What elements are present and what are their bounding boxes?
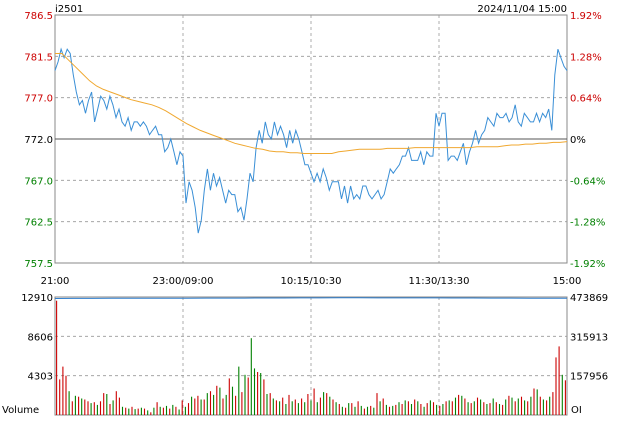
- price-tick-label: 777.0: [24, 94, 53, 105]
- oi-axis-label: OI: [571, 405, 582, 416]
- volume-tick-label: 4303: [28, 372, 53, 383]
- pct-tick-label: 1.28%: [570, 52, 602, 63]
- open-interest-line: [54, 297, 568, 299]
- price-tick-label: 757.5: [24, 259, 53, 270]
- oi-tick-label: 157956: [570, 372, 608, 383]
- price-tick-label: 786.5: [24, 11, 53, 22]
- price-tick-label: 762.5: [24, 218, 53, 229]
- volume-tick-label: 12910: [21, 293, 53, 304]
- datetime-label: 2024/11/04 15:00: [477, 4, 567, 15]
- time-tick-label: 21:00: [41, 276, 70, 287]
- time-tick-label: 23:00/09:00: [152, 276, 213, 287]
- pct-tick-label: 0%: [570, 135, 586, 146]
- price-tick-label: 767.0: [24, 176, 53, 187]
- pct-tick-label: 1.92%: [570, 11, 602, 22]
- time-tick-label: 11:30/13:30: [408, 276, 469, 287]
- time-tick-label: 10:15/10:30: [280, 276, 341, 287]
- pct-tick-label: -1.92%: [570, 259, 605, 270]
- pct-tick-label: 0.64%: [570, 94, 602, 105]
- volume-panel-frame: [54, 296, 568, 416]
- pct-tick-label: -0.64%: [570, 176, 605, 187]
- price-tick-label: 781.5: [24, 52, 53, 63]
- oi-tick-label: 315913: [570, 332, 608, 343]
- time-tick-label: 15:00: [553, 276, 582, 287]
- price-tick-label: 772.0: [24, 135, 53, 146]
- average-price-line: [55, 53, 568, 154]
- price-line: [54, 47, 568, 234]
- volume-axis-label: Volume: [2, 405, 39, 416]
- oi-tick-label: 473869: [570, 293, 608, 304]
- symbol-label: i2501: [55, 4, 83, 15]
- pct-tick-label: -1.28%: [570, 218, 605, 229]
- volume-tick-label: 8606: [28, 332, 53, 343]
